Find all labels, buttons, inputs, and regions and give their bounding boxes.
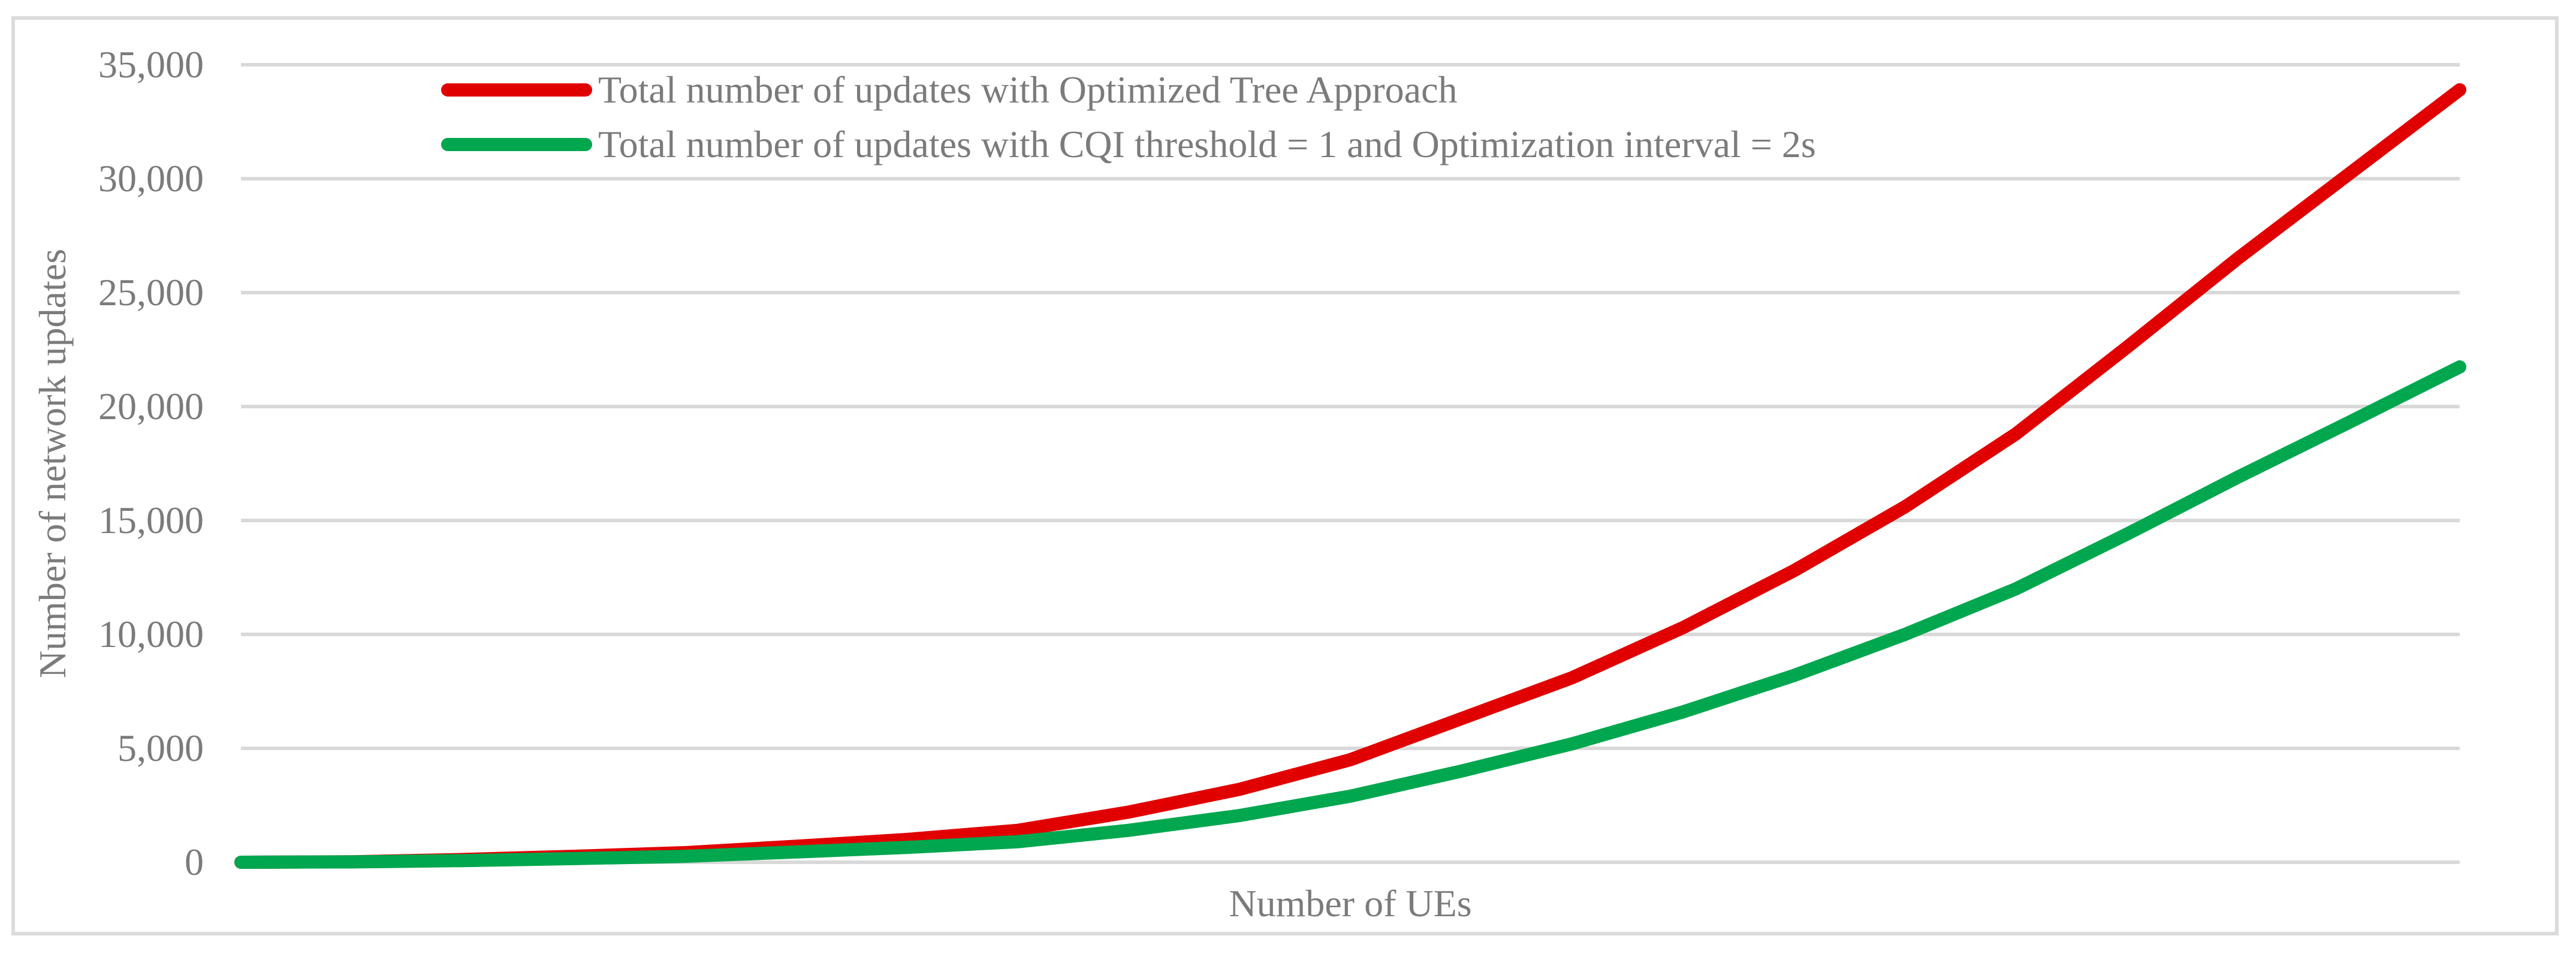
figure-border (11, 16, 2559, 935)
y-tick-label: 25,000 (98, 271, 204, 314)
series-optimized-tree-line (234, 83, 2466, 869)
series-cqi-threshold-line (234, 360, 2466, 869)
gridlines-group (241, 63, 2460, 864)
y-axis-title: Number of network updates (31, 248, 74, 679)
legend-item-optimized-tree: Total number of updates with Optimized T… (441, 67, 1816, 113)
y-tick-label: 0 (185, 841, 204, 883)
y-tick-label: 15,000 (98, 499, 204, 541)
legend-label-optimized-tree: Total number of updates with Optimized T… (598, 68, 1458, 111)
legend-item-cqi-threshold: Total number of updates with CQI thresho… (441, 122, 1816, 167)
y-tick-label: 10,000 (98, 613, 204, 655)
legend-swatch-red-line (441, 83, 592, 97)
legend: Total number of updates with Optimized T… (441, 67, 1816, 176)
legend-label-cqi-threshold: Total number of updates with CQI thresho… (598, 123, 1816, 165)
y-tick-label: 20,000 (98, 385, 204, 428)
y-tick-label: 30,000 (98, 157, 204, 200)
y-tick-label: 35,000 (98, 43, 204, 86)
y-tick-label: 5,000 (117, 727, 204, 769)
x-axis-title: Number of UEs (1229, 882, 1472, 925)
legend-swatch-green-line (441, 138, 592, 151)
